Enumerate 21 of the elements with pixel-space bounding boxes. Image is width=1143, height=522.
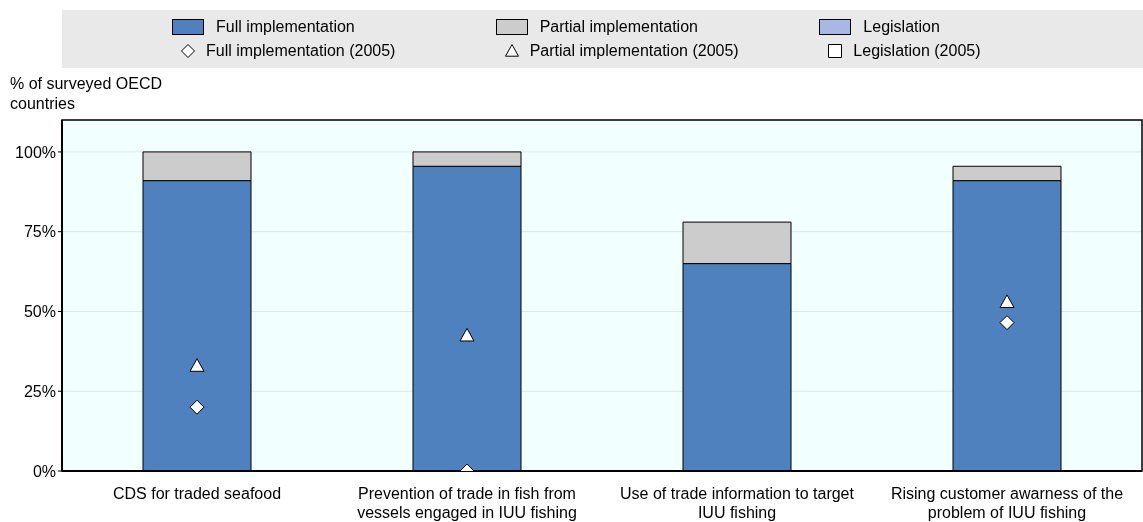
point [189,399,205,415]
legend-label: Full implementation (2005) [206,42,396,60]
legend-label: Legislation (2005) [853,42,981,60]
x-tick-label: Rising customer awarness of the problem of IUU fishing [890,485,1124,521]
point [999,294,1015,308]
x-tick-label: Use of trade information to target IUU fishing [620,485,855,521]
y-tick-label: 25% [23,382,56,400]
legend-label: Partial implementation [539,18,698,36]
legend-label: Legislation [863,18,940,36]
x-tick-label: CDS for traded seafood [112,485,282,502]
y-axis-title: % of surveyed OECD countries [10,74,164,114]
point [459,327,475,342]
legend-label: Full implementation [216,18,355,36]
point [189,358,205,372]
y-tick-label: 0% [32,462,56,480]
y-tick-label: 75% [23,223,56,241]
y-tick-label: 50% [23,303,56,321]
x-tick-label: Prevention of trade in fish from vessels engaged in IUU fishing [357,485,577,521]
legend-label: Partial implementation (2005) [529,42,739,60]
y-tick-label: 100% [15,143,56,161]
point [999,315,1015,331]
